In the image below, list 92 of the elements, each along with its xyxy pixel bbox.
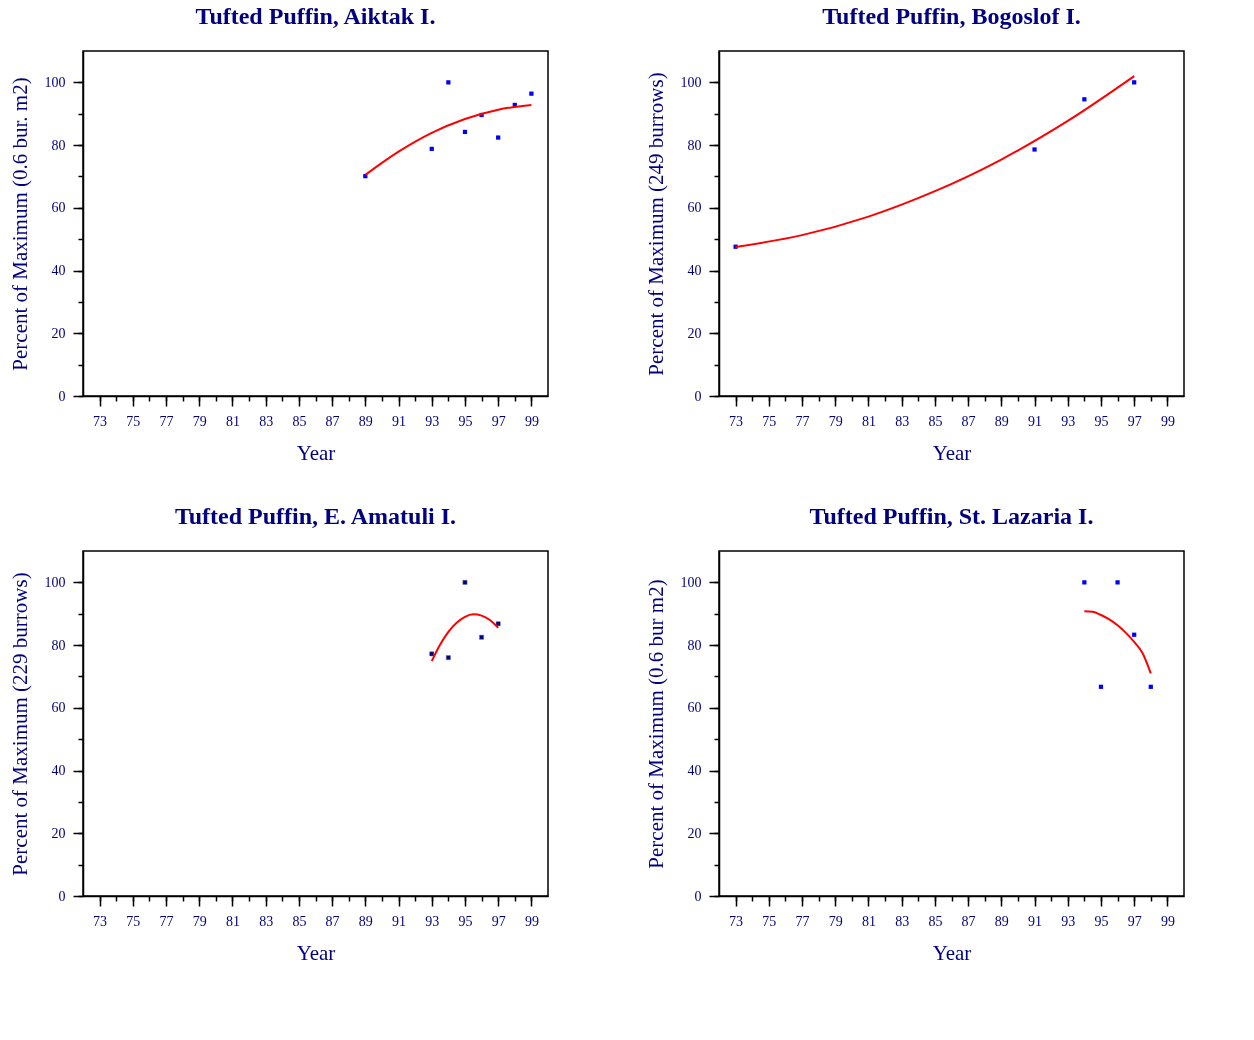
x-tick-label: 87	[325, 913, 340, 929]
x-tick-label: 99	[524, 913, 539, 929]
chart-title: Tufted Puffin, E. Amatuli I.	[174, 503, 457, 529]
chart-title: Tufted Puffin, Aiktak I.	[195, 3, 436, 29]
chart-title: Tufted Puffin, St. Lazaria I.	[809, 503, 1094, 529]
y-tick-label: 40	[687, 763, 702, 779]
y-axis-title: Percent of Maximum (0.6 bur. m2)	[7, 77, 32, 371]
x-tick-label: 95	[458, 913, 473, 929]
x-tick-label: 79	[192, 913, 207, 929]
y-tick-label: 20	[51, 825, 66, 841]
x-tick-label: 99	[1160, 913, 1175, 929]
y-tick-label: 60	[687, 200, 702, 216]
x-tick-label: 81	[225, 913, 240, 929]
y-tick-label: 0	[58, 888, 66, 904]
y-tick-label: 20	[687, 325, 702, 341]
y-tick-label: 60	[51, 200, 66, 216]
x-tick-label: 79	[828, 913, 843, 929]
x-tick-label: 81	[861, 913, 876, 929]
y-tick-label: 0	[694, 888, 702, 904]
x-tick-label: 97	[491, 413, 506, 429]
x-tick-label: 95	[1094, 413, 1109, 429]
y-tick-label: 80	[51, 137, 66, 153]
x-tick-label: 75	[762, 413, 777, 429]
x-tick-label: 91	[392, 413, 407, 429]
y-tick-label: 60	[51, 700, 66, 716]
x-tick-label: 73	[93, 913, 108, 929]
x-tick-label: 77	[795, 913, 810, 929]
x-tick-label: 97	[491, 913, 506, 929]
x-tick-label: 95	[458, 413, 473, 429]
x-tick-label: 83	[895, 413, 910, 429]
x-tick-label: 99	[524, 413, 539, 429]
x-tick-label: 89	[994, 913, 1009, 929]
y-axis-title: Percent of Maximum (249 burrows)	[643, 72, 668, 376]
x-tick-label: 75	[126, 413, 141, 429]
x-axis-title: Year	[932, 440, 972, 465]
y-tick-label: 80	[687, 137, 702, 153]
x-tick-label: 87	[961, 913, 976, 929]
y-axis-title: Percent of Maximum (0.6 bur m2)	[643, 579, 668, 869]
x-tick-label: 89	[358, 913, 373, 929]
x-tick-label: 85	[292, 413, 307, 429]
x-tick-label: 77	[159, 413, 174, 429]
y-tick-label: 100	[680, 74, 702, 90]
x-tick-label: 91	[1028, 913, 1043, 929]
x-tick-label: 93	[1061, 413, 1076, 429]
x-tick-label: 81	[861, 413, 876, 429]
x-tick-label: 83	[259, 413, 274, 429]
x-axis-title: Year	[296, 940, 336, 965]
x-tick-label: 79	[828, 413, 843, 429]
x-tick-label: 75	[126, 913, 141, 929]
x-tick-label: 81	[225, 413, 240, 429]
x-tick-label: 87	[325, 413, 340, 429]
x-tick-label: 97	[1127, 913, 1142, 929]
x-tick-label: 77	[795, 413, 810, 429]
x-tick-label: 99	[1160, 413, 1175, 429]
x-tick-label: 95	[1094, 913, 1109, 929]
x-tick-label: 91	[392, 913, 407, 929]
y-tick-label: 60	[687, 700, 702, 716]
x-tick-label: 89	[358, 413, 373, 429]
y-tick-label: 40	[687, 263, 702, 279]
y-tick-label: 20	[51, 325, 66, 341]
x-tick-label: 87	[961, 413, 976, 429]
y-tick-label: 100	[44, 74, 66, 90]
x-axis-title: Year	[932, 940, 972, 965]
y-tick-label: 100	[680, 574, 702, 590]
y-tick-label: 100	[44, 574, 66, 590]
x-tick-label: 93	[425, 413, 440, 429]
x-tick-label: 73	[93, 413, 108, 429]
x-tick-label: 73	[729, 413, 744, 429]
chart-title: Tufted Puffin, Bogoslof I.	[822, 3, 1081, 29]
x-tick-label: 93	[425, 913, 440, 929]
y-tick-label: 80	[51, 637, 66, 653]
x-axis-title: Year	[296, 440, 336, 465]
y-tick-label: 40	[51, 263, 66, 279]
x-tick-label: 83	[895, 913, 910, 929]
x-tick-label: 85	[928, 913, 943, 929]
y-tick-label: 80	[687, 637, 702, 653]
x-tick-label: 93	[1061, 913, 1076, 929]
x-tick-label: 97	[1127, 413, 1142, 429]
y-tick-label: 40	[51, 763, 66, 779]
x-tick-label: 77	[159, 913, 174, 929]
x-tick-label: 73	[729, 913, 744, 929]
y-tick-label: 0	[58, 388, 66, 404]
x-tick-label: 89	[994, 413, 1009, 429]
x-tick-label: 79	[192, 413, 207, 429]
y-tick-label: 0	[694, 388, 702, 404]
x-tick-label: 85	[928, 413, 943, 429]
x-tick-label: 83	[259, 913, 274, 929]
y-tick-label: 20	[687, 825, 702, 841]
x-tick-label: 91	[1028, 413, 1043, 429]
y-axis-title: Percent of Maximum (229 burrows)	[7, 572, 32, 876]
x-tick-label: 75	[762, 913, 777, 929]
x-tick-label: 85	[292, 913, 307, 929]
